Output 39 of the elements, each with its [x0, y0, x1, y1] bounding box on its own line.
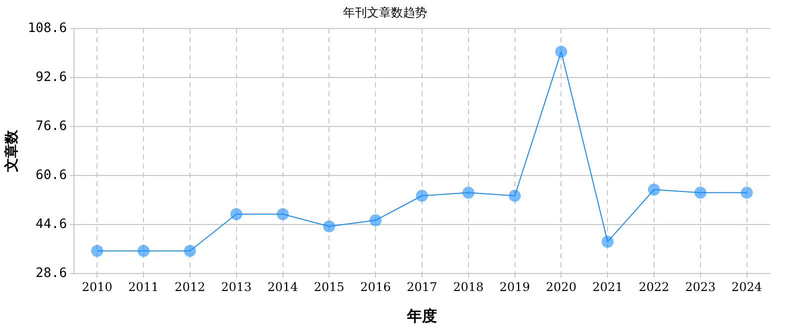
point — [462, 186, 474, 199]
x-axis-title: 年度 — [406, 306, 437, 325]
x-tick-label: 2012 — [174, 280, 206, 294]
x-tick-label: 2010 — [82, 280, 112, 294]
x-tick-label: 2020 — [546, 280, 576, 294]
point — [230, 208, 242, 220]
y-tick-label: 44.6 — [36, 216, 67, 232]
chart-title: 年刊文章数趋势 — [343, 5, 427, 20]
x-tick-label: 2024 — [732, 280, 762, 294]
point — [184, 244, 196, 257]
point — [91, 244, 104, 257]
point — [138, 244, 150, 257]
point — [740, 186, 753, 199]
point — [602, 236, 614, 248]
y-axis-title: 文章数 — [3, 129, 20, 173]
point — [370, 214, 382, 226]
point — [323, 220, 336, 232]
x-tick-label: 2013 — [221, 280, 252, 294]
x-tick-label: 2017 — [406, 280, 438, 294]
x-tick-label: 2011 — [128, 280, 159, 294]
x-tick-label: 2023 — [685, 280, 716, 294]
y-tick-label: 60.6 — [36, 168, 67, 183]
point — [508, 190, 521, 202]
x-tick-label: 2022 — [638, 280, 670, 294]
y-tick-label: 28.6 — [36, 266, 67, 281]
point — [694, 186, 706, 199]
x-tick-label: 2015 — [314, 280, 344, 294]
y-tick-label: 76.6 — [36, 118, 67, 134]
y-tick-label: 108.6 — [28, 20, 67, 36]
x-tick-label: 2016 — [360, 280, 391, 294]
point — [648, 184, 660, 196]
x-tick-label: 2021 — [592, 280, 623, 294]
point — [555, 46, 568, 58]
y-tick-label: 92.6 — [36, 70, 67, 85]
x-tick-label: 2018 — [453, 280, 484, 294]
point — [416, 190, 428, 202]
point — [276, 208, 289, 220]
x-tick-label: 2019 — [500, 280, 530, 294]
x-tick-label: 2014 — [267, 280, 298, 294]
